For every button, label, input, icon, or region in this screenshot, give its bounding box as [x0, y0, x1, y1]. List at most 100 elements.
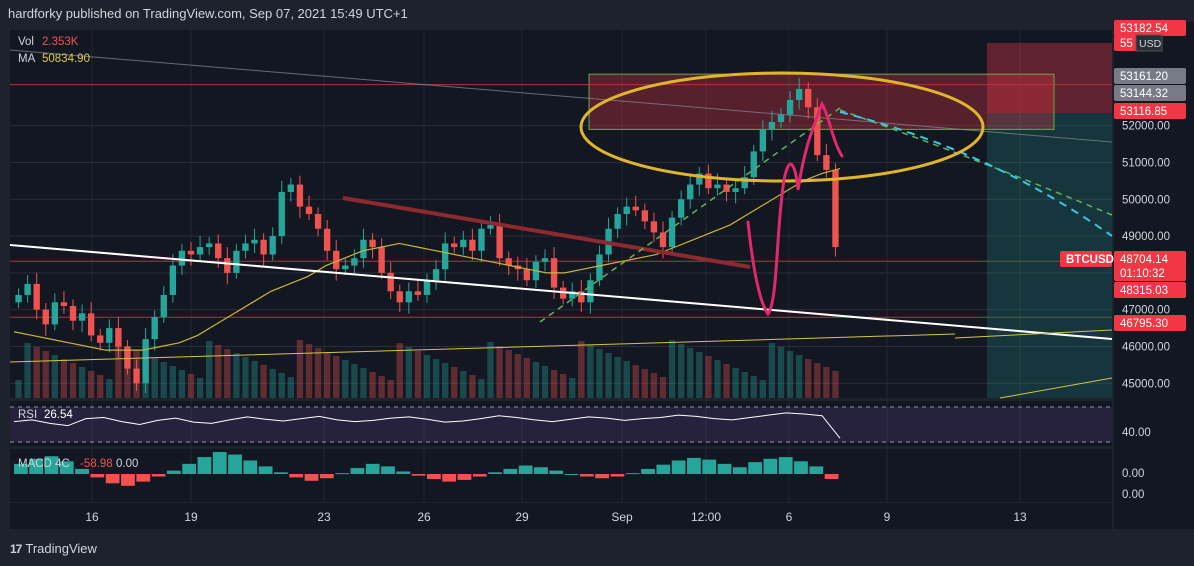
volume-bar — [323, 352, 331, 398]
price-label: BTCUSD — [1066, 254, 1114, 266]
volume-bar — [814, 363, 821, 398]
price-label-box — [1114, 68, 1186, 84]
volume-bar — [133, 350, 140, 398]
candle — [78, 304, 86, 333]
volume-legend-label: Vol — [18, 36, 34, 48]
macd-bar — [641, 468, 655, 474]
candle — [405, 282, 413, 314]
macd-bar — [763, 458, 778, 474]
volume-bar — [124, 346, 131, 398]
price-label: 48704.14 — [1120, 254, 1169, 266]
candle-body — [242, 243, 249, 251]
candle-body — [441, 243, 449, 270]
volume-bar — [333, 356, 340, 398]
price-label-box — [1114, 85, 1186, 101]
candle-body — [805, 88, 812, 108]
candle — [51, 293, 59, 331]
candle-body — [387, 272, 394, 292]
candle-body — [296, 184, 304, 207]
wedge-line — [342, 196, 751, 269]
candle-body — [505, 258, 512, 266]
volume-bar — [196, 378, 204, 398]
candle — [314, 207, 322, 237]
candle-body — [323, 228, 331, 251]
y-tick-label: 50000.00 — [1122, 194, 1170, 206]
x-tick-label: 23 — [317, 510, 331, 524]
tradingview-logo[interactable]: 17 TradingView — [10, 541, 97, 556]
macd-bar — [809, 466, 824, 474]
volume-bar — [687, 348, 694, 398]
candle — [360, 228, 367, 268]
candle — [323, 219, 331, 261]
volume-bar — [641, 369, 649, 398]
volume-bar — [160, 362, 167, 398]
candle-body — [723, 184, 730, 192]
candle-body — [587, 280, 594, 303]
macd-bar — [29, 458, 44, 474]
volume-bar — [805, 359, 812, 398]
candle-body — [596, 254, 603, 281]
volume-bar — [632, 365, 639, 398]
candle — [205, 236, 213, 255]
candle-body — [33, 283, 40, 310]
candle-body — [795, 88, 803, 100]
volume-bar — [823, 367, 830, 398]
candle — [432, 260, 440, 290]
macd-bar — [427, 474, 441, 480]
macd-bar — [289, 474, 304, 478]
tradingview-logo-text: TradingView — [25, 541, 97, 556]
macd-bar — [702, 459, 717, 474]
volume-bar — [732, 368, 739, 398]
candle-body — [641, 210, 649, 222]
candle-body — [668, 217, 676, 248]
x-tick-label: 29 — [515, 510, 529, 524]
volume-bar — [705, 356, 712, 398]
volume-bar — [278, 373, 285, 398]
candle — [414, 280, 422, 301]
volume-bar — [296, 340, 304, 398]
volume-bar — [423, 355, 431, 398]
candle — [187, 241, 195, 266]
candle-body — [24, 283, 31, 295]
y-tick-label: 51000.00 — [1122, 157, 1170, 169]
candle — [133, 359, 140, 392]
volume-bar — [550, 370, 558, 398]
volume-bar — [469, 375, 476, 398]
volume-bar — [505, 350, 512, 398]
x-axis-panel — [10, 503, 1112, 529]
volume-bar — [768, 343, 776, 398]
candle-body — [97, 335, 104, 343]
candle — [269, 227, 276, 261]
macd-bar — [748, 462, 762, 474]
macd-bar — [824, 474, 839, 479]
yellow-trendline-3 — [999, 377, 1113, 399]
candle — [578, 280, 585, 312]
macd-bar — [625, 473, 640, 475]
macd-bar — [182, 463, 197, 474]
macd-bar — [75, 468, 89, 474]
macd-bar — [59, 461, 74, 474]
macd-bar — [90, 474, 105, 478]
pink-hand-drawing — [746, 100, 844, 317]
candle — [650, 212, 658, 242]
candle — [69, 299, 77, 331]
ma-legend-label: MA — [18, 53, 36, 65]
candle-body — [233, 250, 240, 273]
volume-bar — [832, 371, 839, 398]
candle-body — [814, 107, 821, 156]
candle-body — [169, 265, 177, 295]
volume-bar — [97, 375, 104, 398]
volume-bar — [142, 354, 149, 398]
macd-bar — [350, 468, 365, 474]
macd-bar — [381, 466, 395, 474]
macd-bar — [442, 474, 457, 482]
volume-bar — [33, 347, 40, 398]
price-label: 53182.54 — [1120, 23, 1169, 35]
candle-body — [215, 243, 222, 259]
candle-body — [569, 291, 576, 299]
volume-bar — [78, 367, 86, 398]
macd-bar — [105, 474, 120, 484]
candle — [795, 77, 803, 110]
candle-body — [360, 239, 367, 259]
